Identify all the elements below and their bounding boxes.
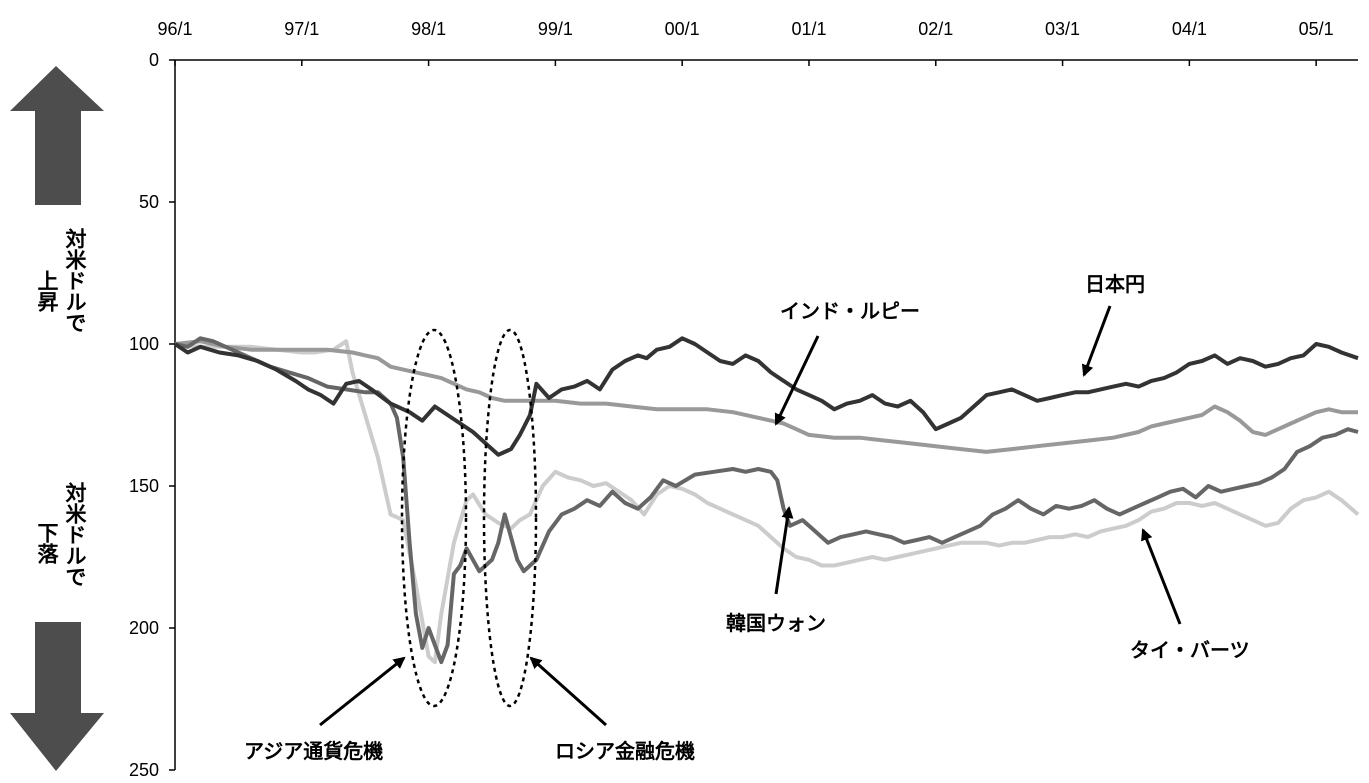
baht-arrow bbox=[1141, 528, 1182, 625]
y-tick-label: 250 bbox=[129, 760, 159, 780]
series-line-0 bbox=[173, 336, 1359, 457]
y-ticks: 0 50 100 150 200 250 bbox=[129, 50, 175, 780]
rupee-arrow bbox=[774, 335, 820, 426]
up-arrow-icon bbox=[10, 66, 104, 205]
won-arrow bbox=[774, 506, 794, 595]
russia-crisis-ellipse bbox=[482, 328, 538, 708]
asia-crisis-label: アジア通貨危機 bbox=[244, 739, 383, 763]
series-label-baht: タイ・バーツ bbox=[1130, 638, 1250, 662]
x-tick-label: 01/1 bbox=[791, 19, 826, 39]
x-tick-label: 98/1 bbox=[411, 19, 446, 39]
x-tick-label: 99/1 bbox=[538, 19, 573, 39]
series-lines bbox=[173, 336, 1360, 665]
x-tick-label: 04/1 bbox=[1172, 19, 1207, 39]
x-tick-label: 05/1 bbox=[1299, 19, 1334, 39]
down-label: 対米ドルで 下落 bbox=[35, 481, 87, 587]
x-tick-label: 97/1 bbox=[284, 19, 319, 39]
down-arrow-icon bbox=[10, 622, 104, 771]
y-tick-label: 200 bbox=[129, 618, 159, 638]
up-label-line1: 対米ドルで bbox=[63, 227, 87, 333]
yen-arrow bbox=[1081, 305, 1112, 377]
x-tick-label: 03/1 bbox=[1045, 19, 1080, 39]
x-tick-label: 02/1 bbox=[918, 19, 953, 39]
down-label-line2: 下落 bbox=[35, 522, 59, 565]
series-line-1 bbox=[174, 339, 1358, 454]
y-tick-label: 150 bbox=[129, 476, 159, 496]
series-line-2 bbox=[174, 336, 1359, 665]
asia-crisis-arrow bbox=[319, 656, 406, 727]
series-label-won: 韓国ウォン bbox=[726, 611, 826, 635]
y-tick-label: 0 bbox=[149, 50, 159, 70]
up-label-line2: 上昇 bbox=[35, 270, 59, 313]
russia-crisis-arrow bbox=[529, 656, 607, 727]
russia-crisis-label: ロシア金融危機 bbox=[555, 739, 695, 763]
y-tick-label: 50 bbox=[139, 192, 159, 212]
y-tick-label: 100 bbox=[129, 334, 159, 354]
x-ticks: 96/1 97/1 98/1 99/1 00/1 01/1 02/1 03/1 04/1 05/1 bbox=[157, 19, 1334, 66]
x-tick-label: 00/1 bbox=[665, 19, 700, 39]
series-label-yen: 日本円 bbox=[1085, 272, 1145, 296]
x-tick-label: 96/1 bbox=[157, 19, 192, 39]
asia-crisis-ellipse bbox=[400, 328, 468, 708]
up-label: 対米ドルで 上昇 bbox=[35, 227, 87, 333]
series-label-rupee: インド・ルピー bbox=[780, 299, 920, 323]
down-label-line1: 対米ドルで bbox=[63, 481, 87, 587]
